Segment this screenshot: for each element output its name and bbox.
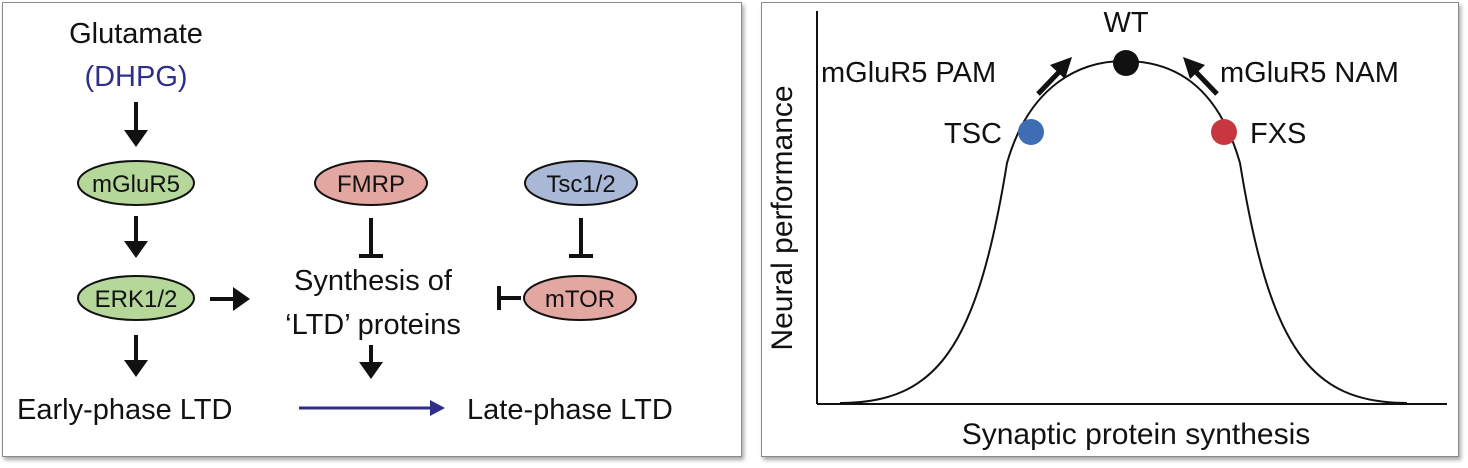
performance-plot: Synaptic protein synthesis Neural perfor… — [766, 7, 1447, 451]
wt-label: WT — [1103, 7, 1148, 39]
fxs-point — [1211, 119, 1237, 145]
fmrp-node: FMRP — [314, 160, 428, 206]
inhibit-tsc-to-mtor — [569, 218, 593, 258]
erk-label: ERK1/2 — [95, 286, 178, 313]
mglur5-node: mGluR5 — [77, 160, 195, 206]
synthesis-label-line1: Synthesis of — [294, 265, 453, 297]
x-axis-label: Synaptic protein synthesis — [962, 418, 1311, 451]
pam-label: mGluR5 PAM — [821, 57, 996, 89]
tsc-label: TSC — [944, 118, 1002, 150]
nam-arrow — [1183, 57, 1219, 96]
pathway-panel: Glutamate (DHPG) mGluR5 ERK1/2 — [2, 2, 742, 457]
performance-curve — [839, 59, 1408, 404]
mtor-node: mTOR — [523, 275, 637, 321]
late-ltd-label: Late-phase LTD — [467, 394, 673, 426]
mtor-label: mTOR — [545, 286, 615, 313]
arrow-erk-to-synthesis — [210, 287, 250, 311]
fxs-label: FXS — [1250, 118, 1306, 150]
pam-arrow — [1036, 57, 1072, 96]
y-axis-label: Neural performance — [766, 85, 799, 350]
arrow-mglur5-to-erk — [124, 216, 148, 258]
arrow-erk-to-early-ltd — [124, 335, 148, 377]
mglur5-label: mGluR5 — [92, 171, 180, 198]
synthesis-label-line2: ‘LTD’ proteins — [285, 309, 461, 341]
dhpg-label: (DHPG) — [84, 61, 187, 93]
inhibit-mtor-to-synthesis — [497, 286, 521, 310]
fmrp-label: FMRP — [337, 171, 405, 198]
tsc-point — [1018, 119, 1044, 145]
arrow-early-to-late-ltd — [299, 400, 445, 416]
arrow-glutamate-to-mglur5 — [124, 102, 148, 147]
early-ltd-label: Early-phase LTD — [17, 394, 232, 426]
pathway-diagram: Glutamate (DHPG) mGluR5 ERK1/2 — [17, 18, 673, 426]
glutamate-label: Glutamate — [69, 18, 203, 50]
plot-panel: Synaptic protein synthesis Neural perfor… — [761, 2, 1459, 457]
erk-node: ERK1/2 — [77, 275, 195, 321]
inhibit-fmrp-to-synthesis — [359, 218, 383, 258]
tsc12-label: Tsc1/2 — [546, 171, 615, 198]
tsc12-node: Tsc1/2 — [524, 160, 638, 206]
arrow-synthesis-to-late-ltd — [359, 345, 383, 379]
wt-point — [1113, 50, 1139, 76]
nam-label: mGluR5 NAM — [1220, 57, 1399, 89]
